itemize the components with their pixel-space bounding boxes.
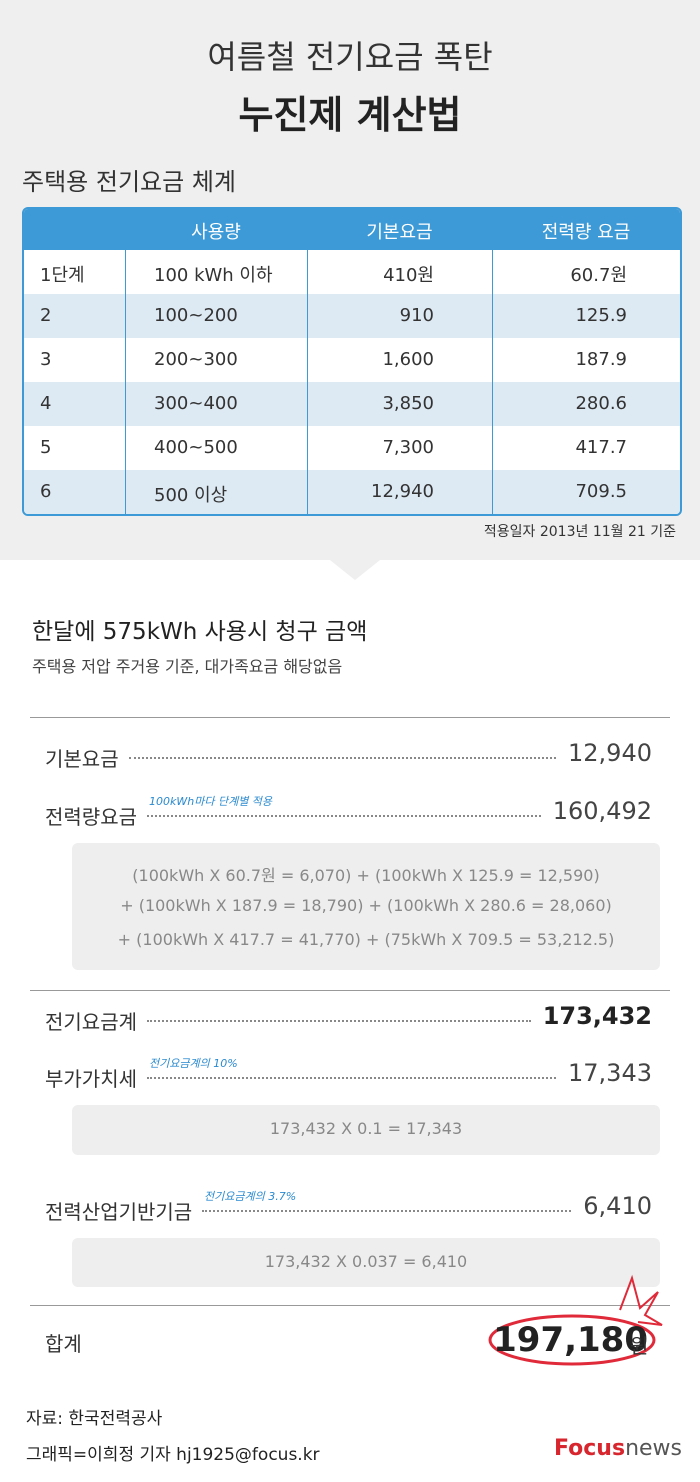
table-cell: 1단계	[40, 265, 85, 286]
item-value: 160,492	[552, 797, 652, 825]
table-cell: 100 kWh 이하	[154, 265, 273, 286]
item-label: 전력산업기반기금	[45, 1200, 193, 1224]
table-cell: 4	[40, 393, 52, 414]
formula-line: 173,432 X 0.037 = 6,410	[264, 1251, 468, 1271]
logo-focus: Focus	[554, 1436, 626, 1461]
column-rule	[307, 209, 308, 514]
divider	[30, 990, 670, 991]
table-cell: 910	[399, 305, 434, 326]
item-label: 전력량요금	[45, 805, 137, 829]
table-cell: 125.9	[575, 305, 627, 326]
title-line1: 여름철 전기요금 폭탄	[207, 38, 493, 76]
column-header: 사용량	[191, 222, 241, 243]
table-cell: 3,850	[382, 393, 434, 414]
row-bg	[24, 382, 680, 426]
row-bg	[24, 294, 680, 338]
table-cell: 300~400	[154, 393, 238, 414]
item-label: 부가가치세	[45, 1067, 137, 1091]
table-note: 적용일자 2013년 11월 21 기준	[483, 524, 676, 540]
item-value: 17,343	[568, 1059, 652, 1087]
leader	[147, 815, 541, 817]
logo-news: news	[625, 1436, 682, 1461]
item-value: 12,940	[568, 739, 652, 767]
table-cell: 200~300	[154, 349, 238, 370]
table-cell: 3	[40, 349, 52, 370]
source: 자료: 한국전력공사	[26, 1409, 163, 1429]
rate-table: 사용량 기본요금 전력량 요금 1단계 100 kWh 이하 410원 60.7원 2 100~…	[22, 207, 682, 516]
column-rule	[492, 209, 493, 514]
table-cell: 5	[40, 437, 52, 458]
header-row	[24, 209, 680, 250]
table-cell: 7,300	[382, 437, 434, 458]
credit: 그래픽=이희정 기자 hj1925@focus.kr	[26, 1445, 320, 1465]
table-cell: 410원	[383, 265, 434, 286]
item-label: 기본요금	[45, 747, 119, 771]
row-bg	[24, 250, 680, 294]
leader	[202, 1210, 571, 1212]
table-cell: 1,600	[382, 349, 434, 370]
table-cell: 6	[40, 481, 52, 502]
column-rule	[125, 209, 126, 514]
table-title: 주택용 전기요금 체계	[22, 168, 236, 196]
leader	[129, 757, 556, 759]
table-cell: 60.7원	[570, 265, 627, 286]
table-cell: 417.7	[575, 437, 627, 458]
table-cell: 280.6	[575, 393, 627, 414]
handwritten-note: 100kWh마다 단계별 적용	[149, 795, 273, 808]
total-highlight	[488, 1274, 663, 1366]
leader	[147, 1020, 531, 1022]
table-cell: 400~500	[154, 437, 238, 458]
total-value: 197,180	[493, 1320, 648, 1360]
item-value: 6,410	[583, 1192, 652, 1220]
formula-line: (100kWh X 60.7원 = 6,070) + (100kWh X 125…	[132, 865, 600, 885]
calc-subtitle: 주택용 저압 주거용 기준, 대가족요금 해당없음	[32, 657, 343, 676]
row-bg	[24, 338, 680, 382]
column-header: 전력량 요금	[541, 222, 631, 243]
table-cell: 500 이상	[154, 485, 228, 506]
table-cell: 100~200	[154, 305, 238, 326]
circle	[488, 1314, 656, 1366]
formula-box: (100kWh X 60.7원 = 6,070) + (100kWh X 125…	[72, 843, 660, 970]
row-bg	[24, 470, 680, 514]
logo: Focusnews	[554, 1436, 682, 1461]
item-label: 전기요금계	[45, 1010, 137, 1034]
formula-line: + (100kWh X 417.7 = 41,770) + (75kWh X 7…	[117, 929, 615, 949]
calc-title: 한달에 575kWh 사용시 청구 금액	[32, 619, 368, 645]
table-cell: 709.5	[575, 481, 627, 502]
formula-line: 173,432 X 0.1 = 17,343	[269, 1119, 463, 1138]
table-cell: 2	[40, 305, 52, 326]
divider	[30, 1305, 670, 1306]
pointer	[330, 560, 380, 580]
divider	[30, 717, 670, 718]
star-scribble	[619, 1274, 663, 1326]
row-bg	[24, 426, 680, 470]
formula-line: + (100kWh X 187.9 = 18,790) + (100kWh X …	[120, 895, 612, 915]
handwritten-note: 전기요금계의 3.7%	[204, 1190, 297, 1203]
leader	[147, 1077, 556, 1079]
formula-box: 173,432 X 0.1 = 17,343	[72, 1105, 660, 1155]
total-unit: 원	[630, 1334, 649, 1358]
handwritten-note: 전기요금계의 10%	[149, 1057, 238, 1070]
column-header: 기본요금	[366, 222, 433, 243]
total-label: 합계	[45, 1332, 82, 1356]
title-line2: 누진제 계산법	[238, 93, 462, 137]
table-cell: 12,940	[371, 481, 434, 502]
formula-box: 173,432 X 0.037 = 6,410	[72, 1238, 660, 1287]
item-value: 173,432	[542, 1002, 652, 1030]
table-cell: 187.9	[575, 349, 627, 370]
